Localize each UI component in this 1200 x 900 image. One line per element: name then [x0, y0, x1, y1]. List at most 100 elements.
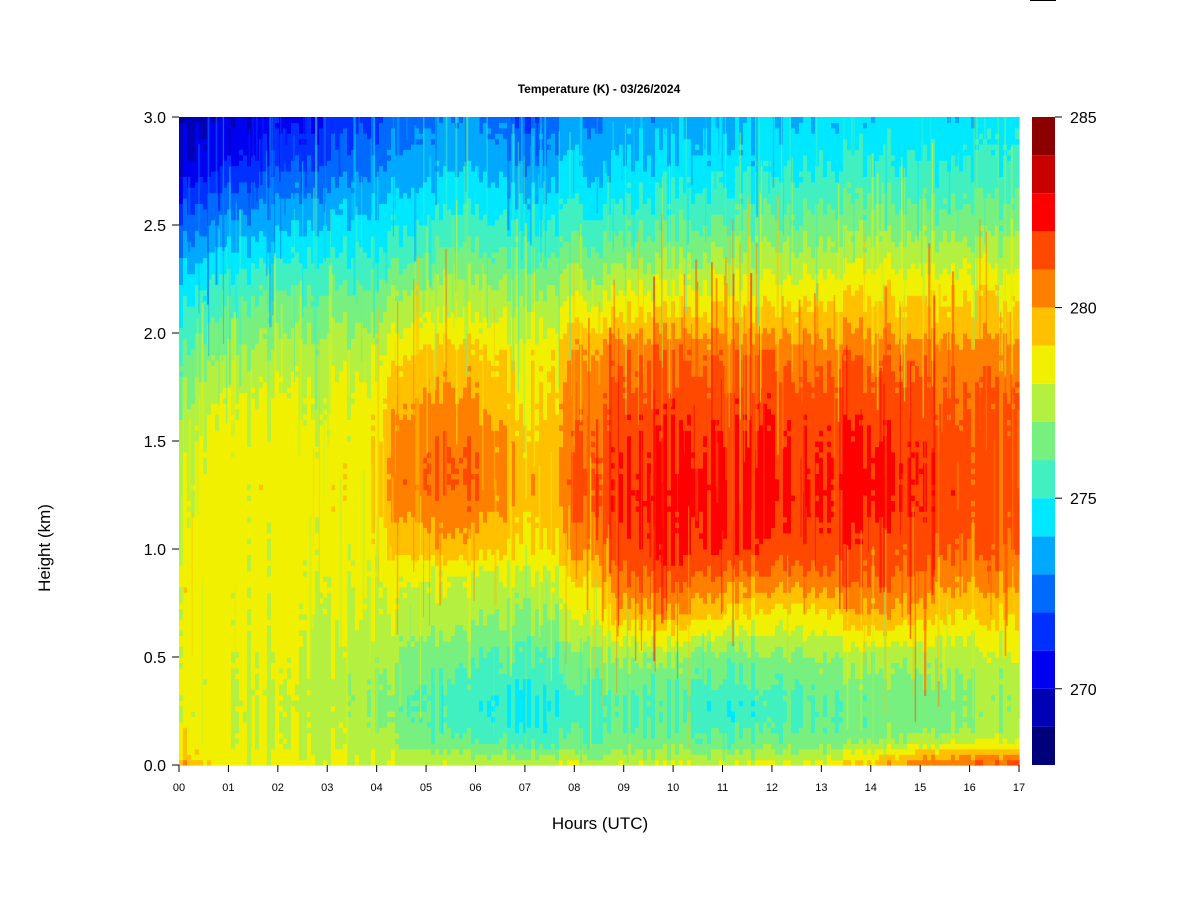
heatmap-cell	[291, 241, 296, 248]
heatmap-cell	[307, 252, 312, 258]
heatmap-cell	[335, 705, 340, 712]
heatmap-cell	[259, 284, 264, 291]
heatmap-cell	[199, 495, 204, 501]
heatmap-cell	[335, 484, 340, 491]
heatmap-cell	[327, 549, 332, 555]
heatmap-cell	[323, 619, 328, 626]
heatmap-cell	[243, 338, 248, 345]
heatmap-cell	[339, 694, 344, 701]
heatmap-cell	[335, 414, 340, 420]
heatmap-cell	[239, 721, 244, 728]
heatmap-cell	[219, 160, 224, 167]
heatmap-cell	[331, 311, 336, 318]
heatmap-cell	[255, 597, 260, 604]
heatmap-cell	[195, 257, 200, 264]
heatmap-cell	[247, 538, 252, 545]
heatmap-cell	[331, 484, 336, 491]
heatmap-cell	[271, 581, 276, 588]
heatmap-cell	[255, 657, 260, 663]
heatmap-cell	[207, 187, 212, 194]
heatmap-cell	[179, 165, 184, 172]
heatmap-cell	[203, 700, 208, 707]
heatmap-cell	[343, 430, 348, 437]
heatmap-cell	[211, 646, 216, 653]
heatmap-cell	[275, 678, 280, 685]
heatmap-cell	[263, 624, 268, 631]
heatmap-cell	[279, 532, 284, 539]
heatmap-cell	[267, 478, 272, 485]
heatmap-cell	[319, 127, 324, 134]
heatmap-cell	[263, 570, 268, 577]
heatmap-cell	[331, 403, 336, 410]
heatmap-cell	[343, 689, 348, 696]
heatmap-cell	[263, 678, 268, 685]
heatmap-cell	[263, 743, 268, 750]
heatmap-cell	[311, 651, 316, 658]
heatmap-cell	[227, 532, 232, 539]
heatmap-cell	[307, 203, 312, 210]
heatmap-cell	[219, 554, 224, 561]
heatmap-cell	[227, 576, 232, 582]
heatmap-cell	[279, 748, 284, 755]
heatmap-cell	[307, 198, 312, 204]
heatmap-cell	[247, 311, 252, 318]
heatmap-cell	[279, 451, 284, 458]
heatmap-cell	[331, 635, 336, 642]
heatmap-cell	[239, 360, 244, 366]
heatmap-cell	[223, 694, 228, 701]
heatmap-cell	[307, 268, 312, 275]
heatmap-cell	[303, 570, 308, 577]
heatmap-cell	[291, 478, 296, 485]
heatmap-cell	[307, 430, 312, 437]
heatmap-cell	[343, 711, 348, 717]
heatmap-cell	[315, 727, 320, 734]
heatmap-cell	[247, 505, 252, 512]
heatmap-cell	[203, 511, 208, 518]
heatmap-cell	[207, 597, 212, 604]
heatmap-cell	[303, 225, 308, 231]
heatmap-cell	[319, 219, 324, 226]
heatmap-cell	[191, 586, 196, 593]
heatmap-cell	[211, 154, 216, 161]
heatmap-cell	[287, 241, 292, 248]
heatmap-cell	[331, 127, 336, 134]
heatmap-cell	[183, 176, 188, 183]
heatmap-cell	[203, 435, 208, 442]
heatmap-cell	[239, 235, 244, 242]
heatmap-cell	[279, 462, 284, 469]
heatmap-cell	[235, 576, 240, 582]
heatmap-cell	[219, 149, 224, 156]
heatmap-cell	[279, 468, 284, 474]
heatmap-cell	[251, 570, 256, 577]
heatmap-cell	[243, 154, 248, 161]
heatmap-cell	[191, 700, 196, 707]
heatmap-cell	[251, 327, 256, 334]
heatmap-cell	[207, 581, 212, 588]
heatmap-cell	[343, 667, 348, 674]
heatmap-cell	[211, 516, 216, 523]
heatmap-cell	[255, 451, 260, 458]
heatmap-cell	[235, 381, 240, 388]
heatmap-cell	[235, 149, 240, 156]
heatmap-cell	[271, 684, 276, 690]
heatmap-cell	[227, 673, 232, 680]
heatmap-cell	[191, 252, 196, 258]
heatmap-cell	[291, 689, 296, 696]
heatmap-cell	[275, 694, 280, 701]
heatmap-cell	[187, 306, 192, 312]
heatmap-cell	[251, 576, 256, 582]
heatmap-cell	[283, 149, 288, 156]
heatmap-cell	[239, 349, 244, 356]
heatmap-cell	[215, 549, 220, 555]
heatmap-cell	[247, 408, 252, 415]
heatmap-cell	[291, 376, 296, 383]
heatmap-cell	[255, 284, 260, 291]
heatmap-cell	[295, 462, 300, 469]
heatmap-cell	[195, 538, 200, 545]
heatmap-cell	[219, 198, 224, 204]
heatmap-cell	[247, 424, 252, 431]
heatmap-cell	[331, 279, 336, 285]
heatmap-cell	[295, 657, 300, 663]
heatmap-cell	[219, 333, 224, 339]
heatmap-cell	[259, 748, 264, 755]
